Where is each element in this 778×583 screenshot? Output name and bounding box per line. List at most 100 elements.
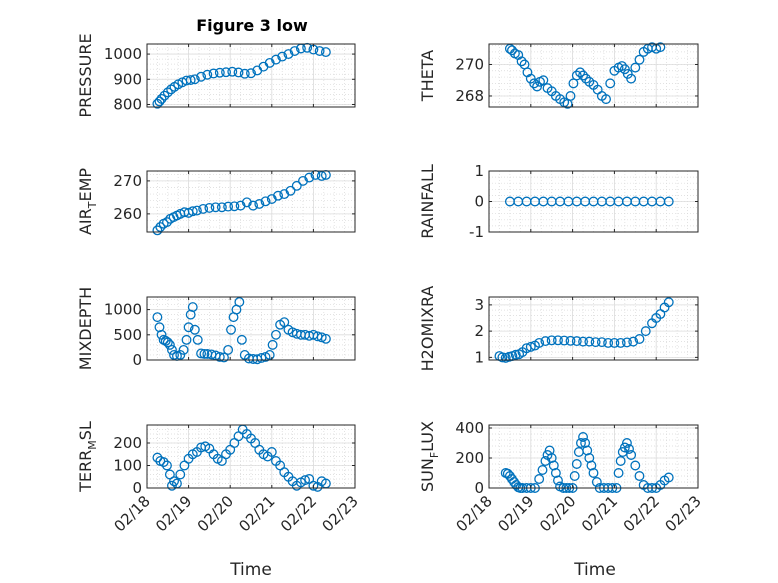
theta-y-tick-label: 268 <box>455 87 484 105</box>
mixdepth-point <box>152 312 163 323</box>
pressure-point <box>156 93 167 104</box>
theta-point <box>529 78 540 89</box>
pressure-point <box>162 87 173 98</box>
rainfall-y-tick-label: -1 <box>469 223 484 241</box>
mixdepth-point <box>223 344 234 355</box>
pressure-point <box>289 46 300 57</box>
mixdepth-point <box>320 333 331 344</box>
mixdepth-y-tick-label: 500 <box>113 326 142 344</box>
subplot-mixdepth: 0 500 1000 MIXDEPTH <box>76 287 356 370</box>
mixdepth-point <box>187 302 198 313</box>
air-temp-point <box>198 203 209 214</box>
mixdepth-point <box>264 350 275 360</box>
h2omixra-point <box>603 337 614 348</box>
pressure-point <box>239 68 250 79</box>
terr-msl-point <box>167 480 177 491</box>
sun-flux-point <box>546 453 557 463</box>
x-axis-label-left: Time <box>229 560 272 580</box>
sun-flux-point <box>571 459 582 469</box>
sun-flux-x-tick-label: 02/18 <box>453 492 496 535</box>
theta-point <box>575 67 586 78</box>
subplot-theta: 268 270 THETA <box>418 42 699 109</box>
pressure-point <box>159 90 170 101</box>
h2omixra-point <box>584 336 595 347</box>
h2omixra-point <box>615 337 626 348</box>
theta-point <box>626 73 637 84</box>
mixdepth-point <box>178 344 189 355</box>
sun-flux-axes-box <box>488 424 699 489</box>
h2omixra-point <box>634 334 645 344</box>
terr-msl-y-axis-label: TERRMSL <box>76 421 99 493</box>
sun-flux-x-tick-label: 02/22 <box>620 492 663 535</box>
pressure-y-axis-label: PRESSURE <box>76 33 95 117</box>
sun-flux-point <box>540 456 551 466</box>
pressure-y-tick-label: 900 <box>113 70 142 88</box>
air-temp-point <box>223 201 234 212</box>
terr-msl-axes-box <box>146 424 356 489</box>
pressure-y-tick-label: 1000 <box>104 45 142 63</box>
sun-flux-point <box>544 445 555 456</box>
mixdepth-point <box>192 334 203 345</box>
pressure-point <box>227 66 238 77</box>
pressure-point <box>196 71 207 82</box>
rainfall-y-tick-label: 1 <box>474 162 484 180</box>
theta-point <box>616 61 627 72</box>
theta-point <box>605 78 616 89</box>
sun-flux-y-tick-label: 200 <box>455 449 484 467</box>
h2omixra-y-tick-label: 2 <box>474 322 484 340</box>
sun-flux-y-tick-label: 0 <box>474 479 484 497</box>
mixdepth-point <box>219 352 229 363</box>
air-temp-point <box>162 217 172 228</box>
theta-point <box>578 70 589 81</box>
sun-flux-point <box>663 472 674 483</box>
sun-flux-x-tick-label: 02/23 <box>662 492 705 535</box>
mixdepth-point <box>236 334 247 345</box>
mixdepth-point <box>183 322 194 333</box>
terr-msl-x-tick-label: 02/18 <box>111 492 154 535</box>
h2omixra-plot-area <box>489 297 698 360</box>
theta-point <box>601 94 611 105</box>
h2omixra-point <box>553 335 563 346</box>
sun-flux-y-axis-label: SUNFLUX <box>418 421 441 492</box>
pressure-point <box>185 75 196 85</box>
mixdepth-y-tick-label: 1000 <box>104 301 142 319</box>
pressure-point <box>246 68 256 79</box>
mixdepth-point <box>267 339 278 350</box>
terr-msl-point <box>175 469 186 480</box>
h2omixra-point <box>578 336 589 347</box>
mixdepth-point <box>189 324 200 335</box>
air-temp-point <box>191 205 202 216</box>
h2omixra-y-tick-label: 3 <box>474 296 484 314</box>
pressure-point <box>202 69 213 80</box>
h2omixra-y-axis-label: H2OMIXRA <box>418 286 437 372</box>
sun-flux-x-tick-label: 02/19 <box>494 492 537 535</box>
figure-title: Figure 3 low <box>196 16 308 35</box>
sun-flux-point <box>582 445 593 456</box>
h2omixra-point <box>621 337 632 348</box>
h2omixra-point <box>663 297 674 308</box>
sun-flux-y-tick-label: 400 <box>455 419 484 437</box>
mixdepth-point <box>175 350 186 360</box>
h2omixra-point <box>640 326 651 337</box>
pressure-point <box>189 74 200 85</box>
h2omixra-point <box>510 349 521 360</box>
subplot-air-temp: 260 270 AIRTEMP <box>76 168 356 236</box>
mixdepth-point <box>234 297 245 307</box>
mixdepth-point <box>167 344 177 355</box>
h2omixra-point <box>540 336 551 347</box>
pressure-point <box>221 67 231 78</box>
theta-point <box>655 42 666 53</box>
h2omixra-point <box>559 335 570 346</box>
theta-y-axis-label: THETA <box>418 50 437 102</box>
theta-point <box>630 62 641 73</box>
pressure-axes-box <box>146 43 356 108</box>
air-temp-point <box>187 206 198 217</box>
rainfall-point <box>663 196 674 207</box>
sun-flux-point <box>580 438 591 448</box>
pressure-point <box>314 46 325 57</box>
subplot-h2omixra: 1 2 3 H2OMIXRA <box>418 286 699 372</box>
pressure-point <box>208 68 219 79</box>
h2omixra-point <box>497 352 508 363</box>
pressure-point <box>271 54 281 65</box>
